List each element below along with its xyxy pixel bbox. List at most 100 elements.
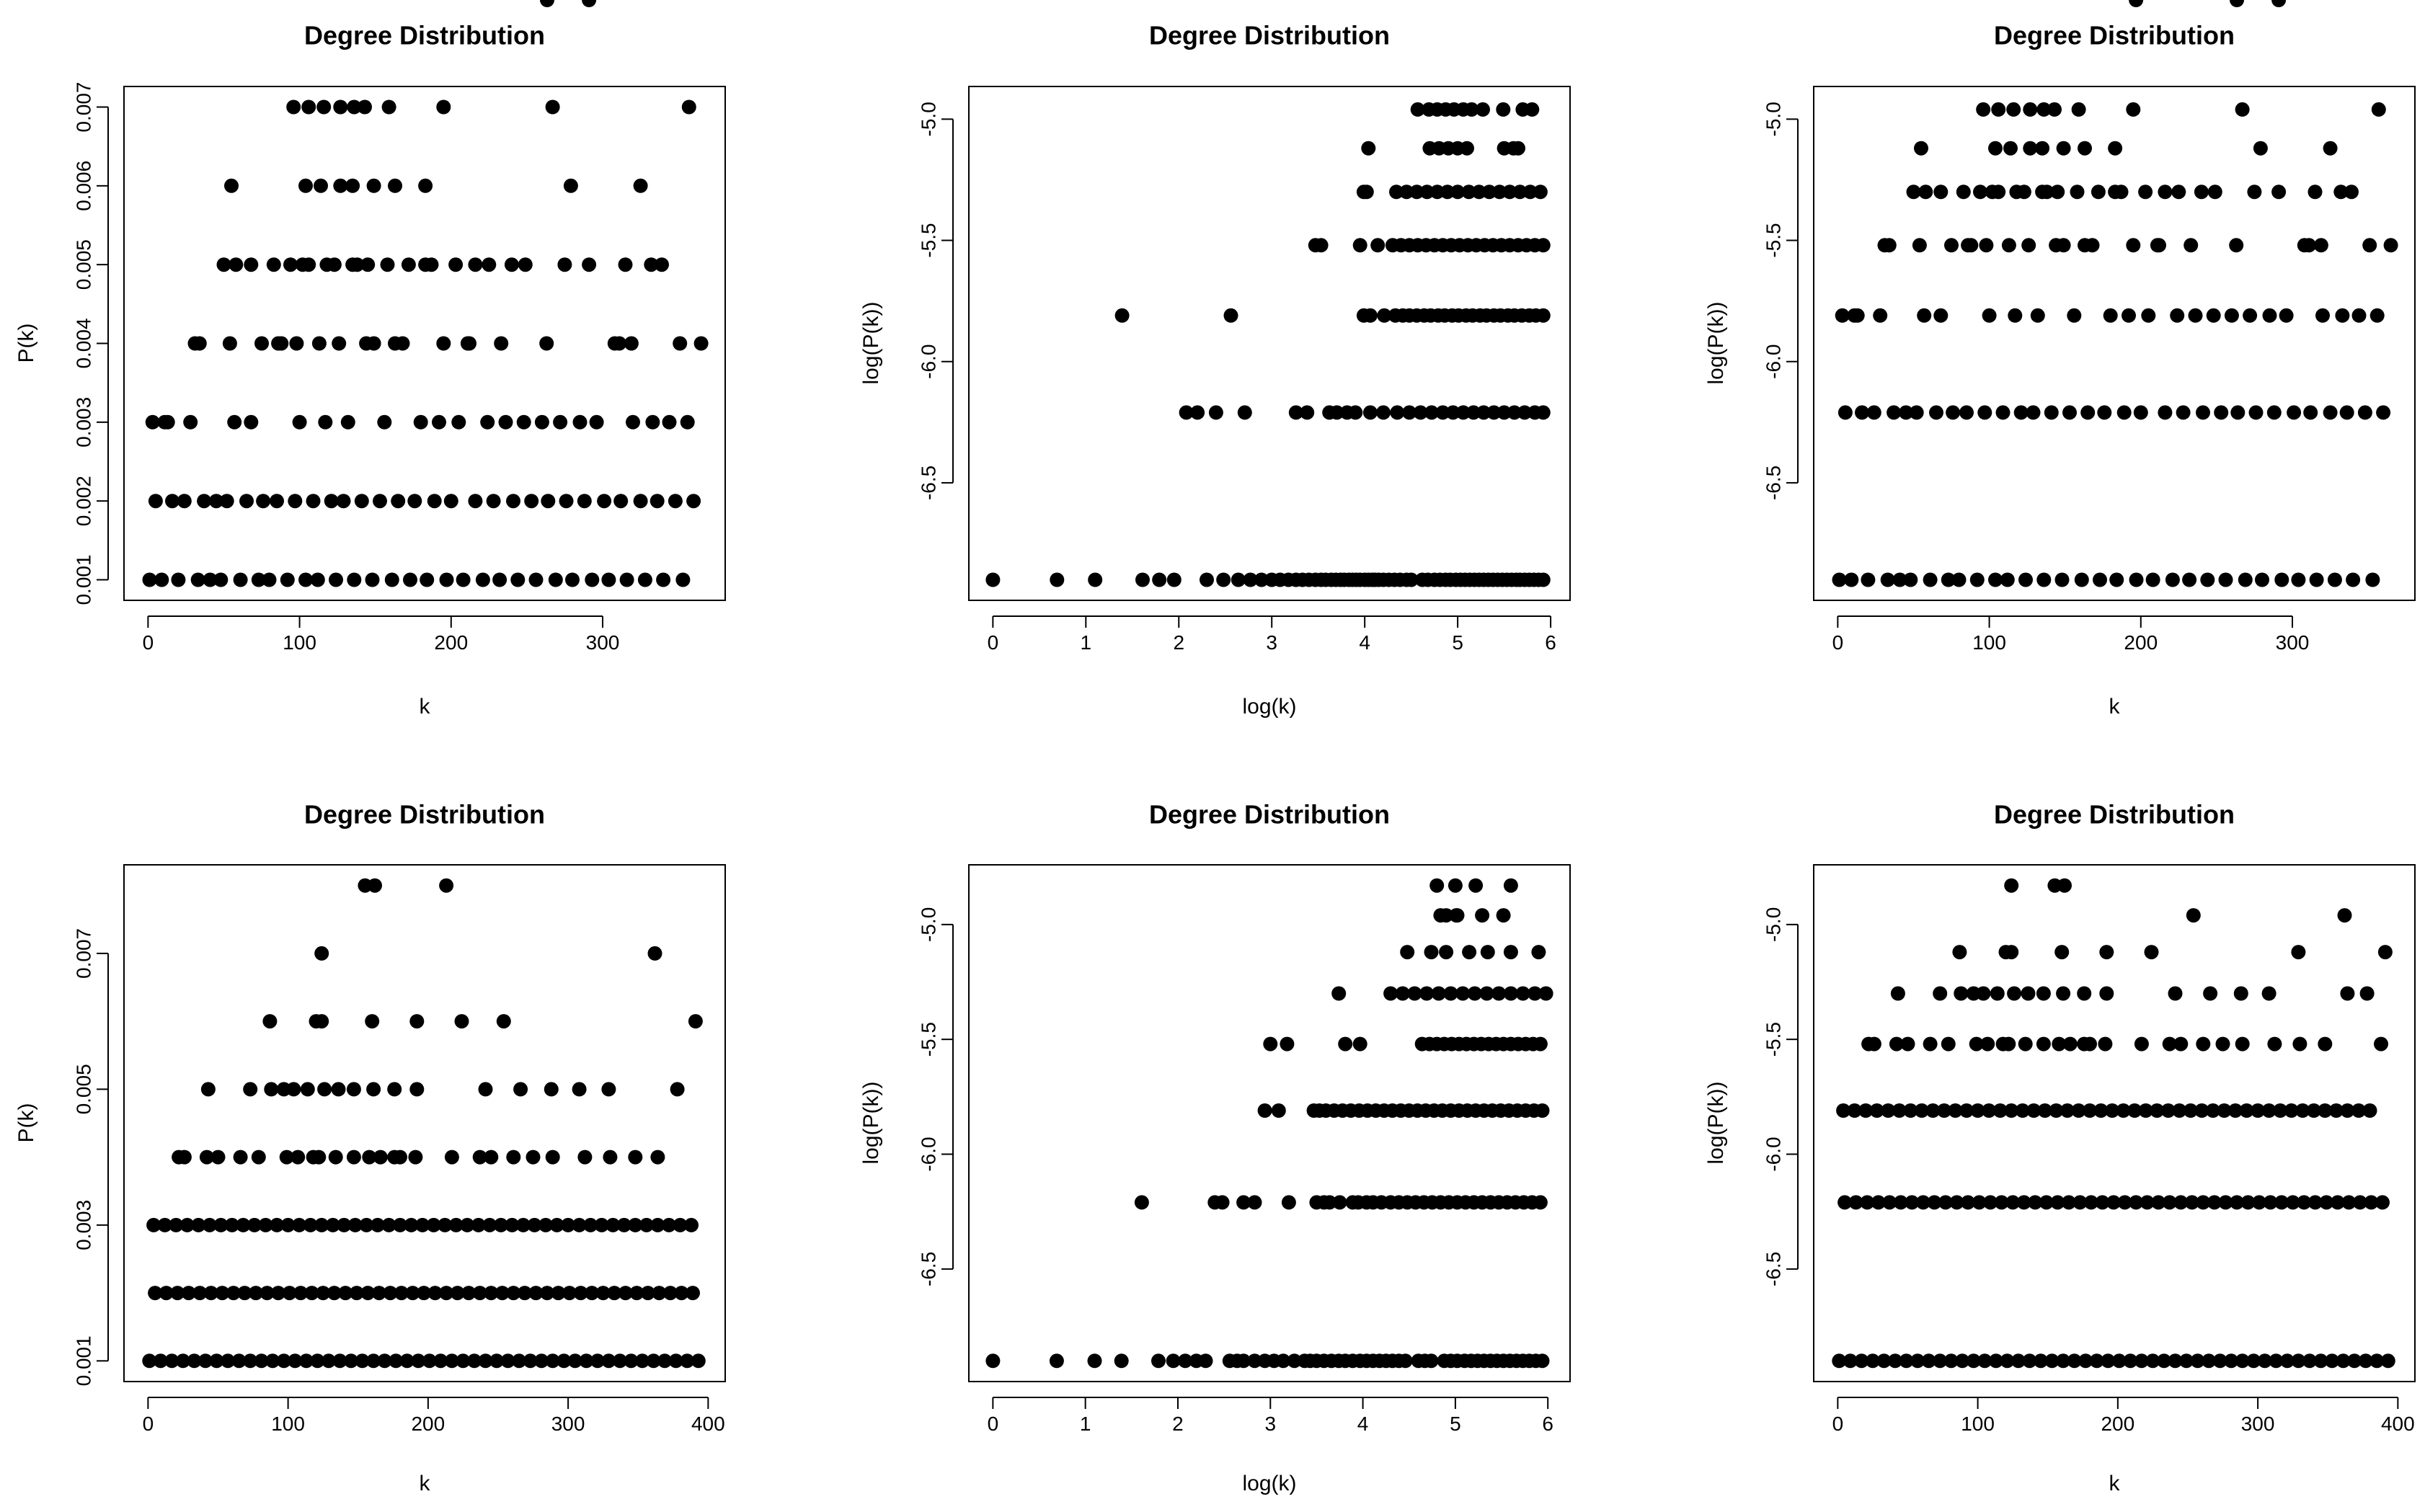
data-point-4 — [650, 1149, 665, 1165]
data-point-6 — [2273, 1103, 2288, 1118]
data-point-6 — [2374, 1036, 2388, 1051]
data-point-4 — [650, 1217, 665, 1232]
data-point-5 — [985, 1353, 1001, 1369]
data-point-4 — [175, 1353, 190, 1369]
y-tick-label-5: -5.0 — [917, 907, 939, 942]
data-point-1 — [324, 494, 339, 509]
data-point-4 — [293, 1286, 309, 1301]
data-point-5 — [1429, 878, 1445, 893]
data-point-5 — [1468, 878, 1484, 893]
chart-title-2: Degree Distribution — [1149, 21, 1390, 50]
data-point-5 — [1538, 986, 1553, 1001]
data-point-6 — [1976, 986, 1991, 1001]
data-point-4 — [358, 878, 373, 893]
data-point-3 — [2023, 102, 2038, 117]
data-point-6 — [2106, 1195, 2121, 1210]
data-point-4 — [359, 1217, 374, 1232]
data-point-1 — [460, 336, 475, 351]
data-point-5 — [1114, 1353, 1129, 1369]
data-point-5 — [1236, 1353, 1251, 1369]
data-point-6 — [1990, 986, 2005, 1001]
data-point-6 — [2291, 1353, 2306, 1369]
data-point-4 — [545, 1149, 560, 1165]
data-point-4 — [484, 1149, 499, 1165]
data-point-4 — [670, 1082, 685, 1097]
y-axis-label-2: log(P(k)) — [859, 301, 883, 384]
data-point-3 — [1995, 405, 2011, 420]
data-point-3 — [2291, 572, 2306, 587]
x-tick-label-1: 200 — [434, 631, 468, 654]
data-point-6 — [2134, 1353, 2149, 1369]
data-point-5 — [1528, 986, 1543, 1001]
data-point-3 — [1988, 141, 2003, 156]
data-point-5 — [1271, 1103, 1286, 1118]
data-point-4 — [639, 1217, 654, 1232]
data-point-3 — [1855, 405, 1869, 420]
data-point-4 — [640, 1286, 655, 1301]
data-point-6 — [2313, 1353, 2328, 1369]
data-point-1 — [301, 257, 316, 272]
data-point-5 — [1450, 908, 1465, 923]
data-point-3 — [2238, 572, 2253, 587]
data-point-6 — [1903, 1103, 1918, 1118]
data-point-3 — [1959, 405, 1974, 420]
data-point-1 — [286, 99, 301, 115]
data-point-4 — [314, 946, 329, 961]
data-point-3 — [2003, 141, 2018, 156]
data-point-2 — [1313, 238, 1329, 253]
x-axis-label-4: k — [420, 1472, 431, 1495]
data-point-3 — [1912, 238, 1927, 253]
data-point-4 — [316, 1286, 331, 1301]
data-point-6 — [1925, 1103, 1941, 1118]
data-point-4 — [200, 1082, 216, 1097]
data-point-4 — [680, 1353, 695, 1369]
data-point-1 — [327, 257, 342, 272]
data-point-2 — [1476, 405, 1491, 420]
data-point-2 — [1208, 405, 1223, 420]
data-point-4 — [686, 1286, 700, 1301]
data-point-6 — [2047, 878, 2062, 893]
data-point-4 — [601, 1353, 616, 1369]
data-point-1 — [637, 572, 652, 587]
data-point-3 — [2097, 405, 2112, 420]
data-point-6 — [2049, 1103, 2064, 1118]
data-point-4 — [159, 1286, 174, 1301]
data-point-1 — [332, 336, 347, 351]
y-tick-label-5: -6.5 — [917, 1252, 939, 1286]
data-point-3 — [1929, 405, 1943, 420]
data-point-3 — [1933, 184, 1949, 200]
data-point-4 — [513, 1082, 528, 1097]
data-point-3 — [1988, 572, 2003, 587]
data-point-6 — [1943, 1353, 1959, 1369]
data-point-6 — [2359, 986, 2375, 1001]
plot-frame-2 — [968, 86, 1571, 601]
data-point-6 — [1955, 1353, 1970, 1369]
x-tick-label-6: 400 — [2381, 1413, 2415, 1435]
x-tick-label-6: 200 — [2101, 1413, 2134, 1435]
data-point-6 — [2340, 1103, 2355, 1118]
data-point-2 — [1460, 141, 1474, 156]
data-point-1 — [618, 257, 633, 272]
data-point-4 — [489, 1353, 504, 1369]
data-point-1 — [539, 336, 554, 351]
data-point-4 — [243, 1082, 258, 1097]
data-point-4 — [157, 1217, 172, 1232]
y-tick-label-6: -5.0 — [1762, 907, 1784, 942]
data-point-4 — [366, 1353, 381, 1369]
data-point-1 — [310, 572, 325, 587]
data-point-6 — [2205, 1103, 2220, 1118]
data-point-1 — [601, 572, 616, 587]
x-tick-label-2: 2 — [1173, 631, 1184, 654]
data-point-4 — [365, 1014, 380, 1029]
data-point-6 — [2235, 1353, 2250, 1369]
data-point-6 — [1866, 1036, 1881, 1051]
data-point-4 — [231, 1353, 247, 1369]
data-point-1 — [448, 257, 464, 272]
data-point-6 — [2295, 1103, 2310, 1118]
data-point-6 — [2215, 1036, 2230, 1051]
data-point-1 — [157, 414, 172, 430]
y-tick-label-2: -6.5 — [917, 466, 939, 500]
data-point-3 — [2165, 572, 2180, 587]
data-point-6 — [2004, 945, 2019, 960]
data-point-1 — [541, 494, 556, 509]
